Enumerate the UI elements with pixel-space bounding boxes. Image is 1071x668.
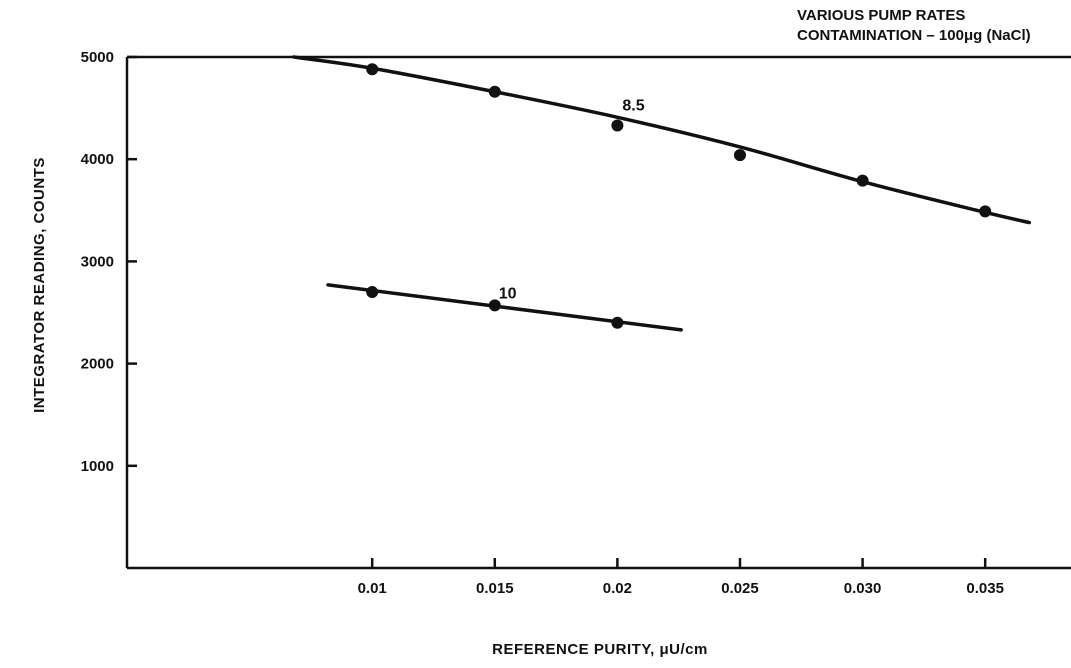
fit-line-series-1 [291, 55, 1032, 225]
annotation-line-2: CONTAMINATION – 100μg (NaCl) [797, 27, 1031, 44]
data-point [366, 63, 379, 76]
series-label-1: 8.5 [622, 97, 644, 114]
fit-lines [291, 55, 1032, 332]
data-point [611, 119, 624, 132]
data-point [733, 149, 746, 162]
x-tick-label: 0.035 [966, 580, 1004, 597]
y-tick-label: 1000 [81, 458, 114, 475]
annotation-line-1: VARIOUS PUMP RATES [797, 7, 965, 24]
data-point [979, 205, 992, 218]
data-point [611, 316, 624, 329]
x-tick-label: 0.030 [844, 580, 882, 597]
data-point [488, 85, 501, 98]
series-labels: 8.5 10 [499, 97, 645, 302]
x-tick-label: 0.01 [358, 580, 387, 597]
y-tick-label: 4000 [81, 151, 114, 168]
x-axis-title: REFERENCE PURITY, μU/cm [492, 641, 708, 658]
y-ticks: 1000 2000 3000 4000 5000 [81, 49, 137, 475]
series-label-2: 10 [499, 285, 517, 302]
x-tick-label: 0.025 [721, 580, 759, 597]
axes [125, 55, 1071, 570]
data-point [856, 174, 869, 187]
data-points [366, 63, 992, 329]
data-point [488, 299, 501, 312]
y-tick-label: 2000 [81, 356, 114, 373]
y-axis-title: INTEGRATOR READING, COUNTS [31, 157, 48, 413]
fit-line-series-2 [326, 283, 683, 332]
y-tick-label: 5000 [81, 49, 114, 66]
x-tick-label: 0.02 [603, 580, 632, 597]
x-ticks: 0.01 0.015 0.02 0.025 0.030 0.035 [358, 558, 1004, 597]
x-tick-label: 0.015 [476, 580, 514, 597]
y-tick-label: 3000 [81, 253, 114, 270]
data-point [366, 286, 379, 299]
